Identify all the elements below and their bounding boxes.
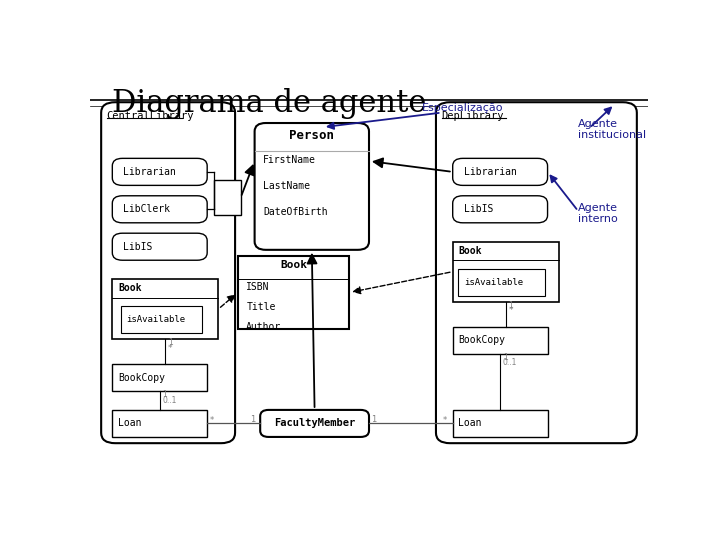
Text: DepLibrary: DepLibrary — [441, 111, 504, 122]
Text: Diagrama de agente: Diagrama de agente — [112, 87, 427, 119]
Bar — [453, 241, 559, 302]
Text: Loan: Loan — [459, 418, 482, 428]
Bar — [214, 180, 240, 215]
FancyBboxPatch shape — [453, 158, 548, 185]
Text: 1: 1 — [508, 301, 513, 309]
Text: Book: Book — [280, 260, 307, 270]
Text: Book: Book — [459, 246, 482, 255]
Text: 0..1: 0..1 — [503, 359, 517, 367]
Text: FacultyMember: FacultyMember — [274, 418, 355, 428]
Text: Book: Book — [118, 283, 141, 293]
Bar — [459, 268, 545, 295]
Text: BookCopy: BookCopy — [118, 373, 165, 383]
Text: 0..1: 0..1 — [163, 396, 177, 405]
Text: LibIS: LibIS — [464, 204, 493, 214]
Text: 1: 1 — [250, 415, 256, 424]
FancyBboxPatch shape — [112, 233, 207, 260]
Bar — [112, 279, 218, 339]
Text: Especialização: Especialização — [422, 104, 503, 113]
Text: *: * — [508, 307, 513, 315]
FancyBboxPatch shape — [453, 196, 548, 223]
Text: FirstName: FirstName — [263, 156, 316, 165]
FancyBboxPatch shape — [112, 196, 207, 223]
Text: Librarian: Librarian — [124, 167, 176, 177]
Text: *: * — [210, 416, 215, 424]
FancyBboxPatch shape — [101, 102, 235, 443]
Text: isAvailable: isAvailable — [464, 278, 523, 287]
Text: DateOfBirth: DateOfBirth — [263, 207, 328, 217]
Text: Librarian: Librarian — [464, 167, 517, 177]
Bar — [112, 364, 207, 391]
Text: Agente
institucional: Agente institucional — [578, 119, 647, 140]
Text: ISBN: ISBN — [246, 282, 270, 292]
Text: LibIS: LibIS — [124, 242, 153, 252]
Text: Author: Author — [246, 322, 282, 332]
Text: *: * — [443, 416, 447, 424]
FancyBboxPatch shape — [436, 102, 637, 443]
Text: *: * — [168, 344, 173, 353]
Bar — [112, 410, 207, 437]
Text: LastName: LastName — [263, 181, 310, 191]
Text: Agente
interno: Agente interno — [578, 203, 618, 225]
Text: 1: 1 — [168, 338, 173, 347]
Bar — [121, 306, 202, 333]
Text: BookCopy: BookCopy — [459, 335, 505, 345]
FancyBboxPatch shape — [112, 158, 207, 185]
FancyBboxPatch shape — [260, 410, 369, 437]
Text: 1: 1 — [163, 390, 167, 399]
Text: Loan: Loan — [118, 418, 141, 428]
Bar — [238, 256, 349, 329]
Text: 1: 1 — [503, 353, 508, 362]
Text: 1: 1 — [372, 415, 377, 424]
Text: Title: Title — [246, 302, 276, 312]
Text: LibClerk: LibClerk — [124, 204, 171, 214]
Text: Person: Person — [289, 129, 334, 142]
Text: CentralLibrary: CentralLibrary — [107, 111, 194, 122]
Text: isAvailable: isAvailable — [126, 315, 185, 324]
FancyBboxPatch shape — [255, 123, 369, 250]
Bar — [453, 327, 548, 354]
Bar — [453, 410, 548, 437]
